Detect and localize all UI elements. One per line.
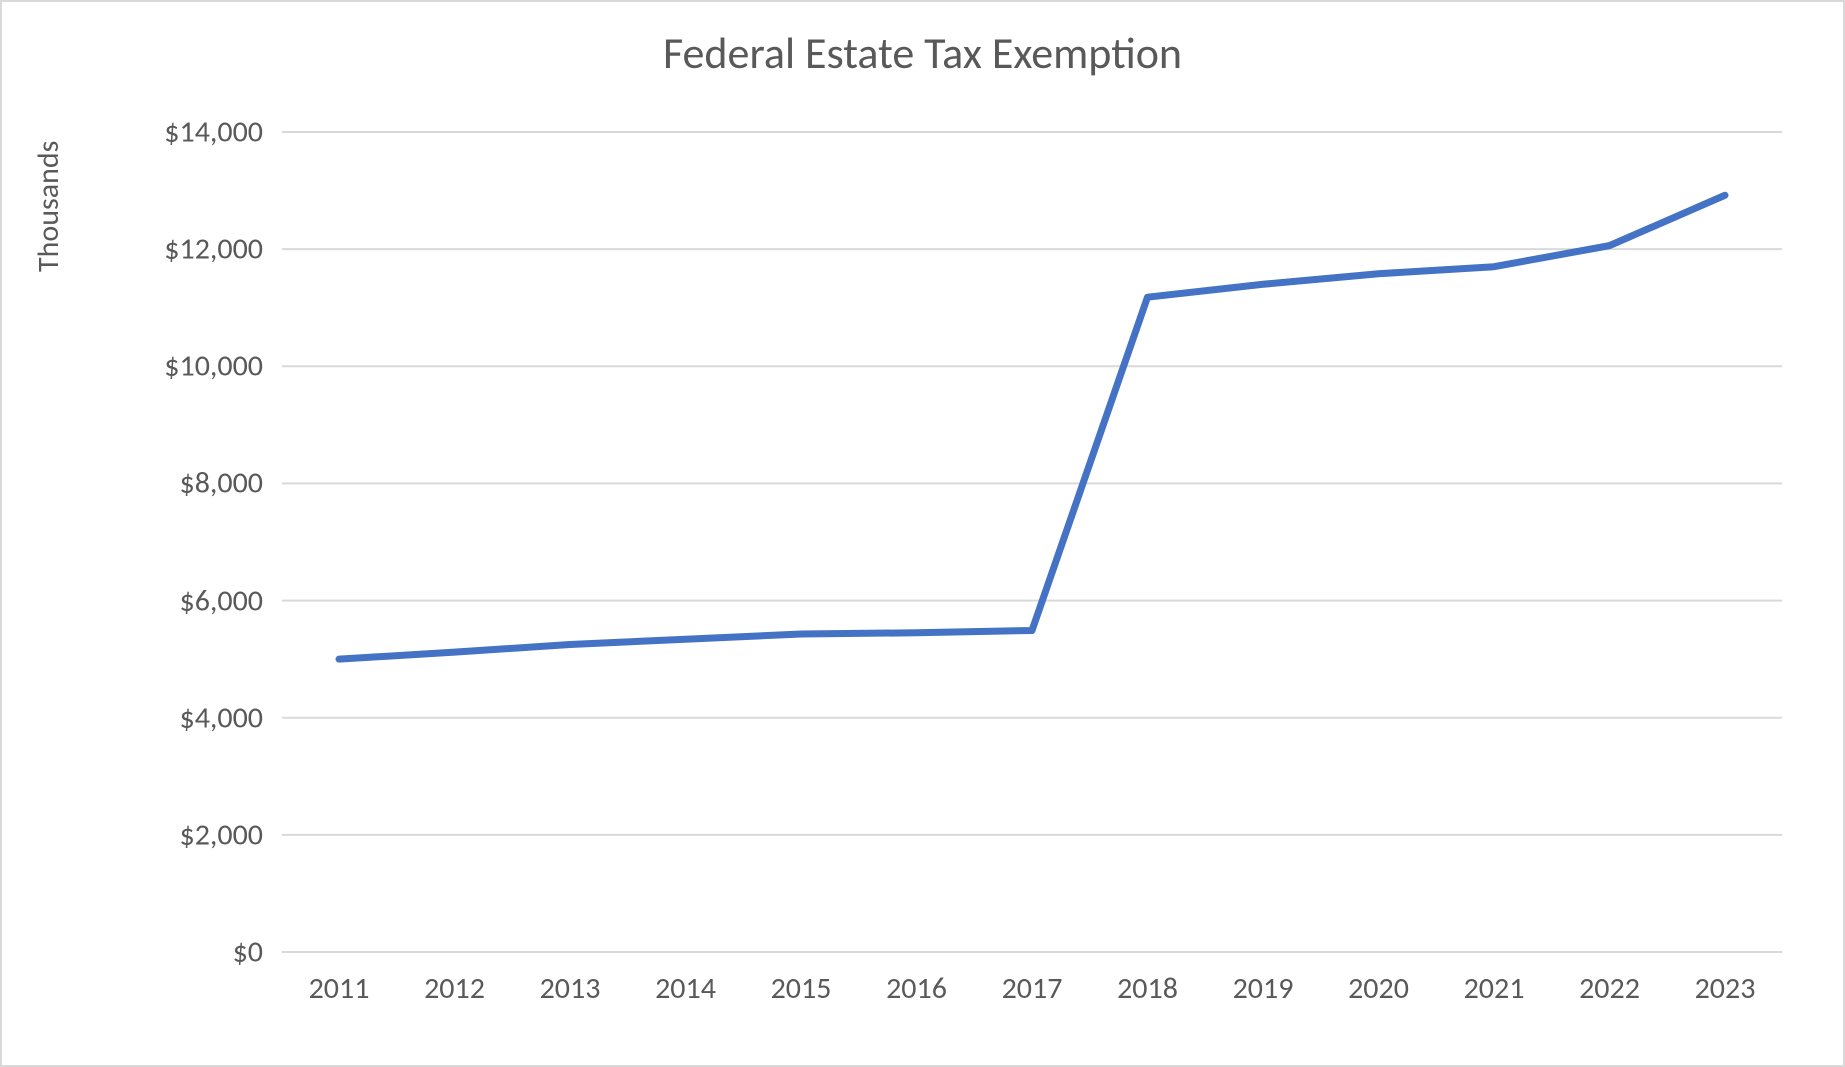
x-tick-label: 2021 [1444,970,1544,1007]
chart-title: Federal Estate Tax Exemption [2,26,1843,80]
x-tick-label: 2016 [867,970,967,1007]
x-tick-label: 2019 [1213,970,1313,1007]
x-tick-label: 2022 [1560,970,1660,1007]
x-tick-label: 2018 [1098,970,1198,1007]
y-tick-label: $6,000 [103,582,263,619]
y-tick-label: $12,000 [103,231,263,268]
y-tick-label: $8,000 [103,465,263,502]
x-tick-label: 2015 [751,970,851,1007]
y-axis-title: Thousands [30,141,67,272]
y-tick-label: $2,000 [103,816,263,853]
series-line [339,195,1725,659]
x-tick-label: 2023 [1675,970,1775,1007]
y-tick-label: $10,000 [103,348,263,385]
y-tick-label: $4,000 [103,699,263,736]
x-tick-label: 2013 [520,970,620,1007]
x-tick-label: 2017 [982,970,1082,1007]
y-tick-label: $14,000 [103,114,263,151]
plot-area [282,132,1782,952]
x-tick-label: 2012 [405,970,505,1007]
plot-svg [282,132,1782,952]
x-tick-label: 2011 [289,970,389,1007]
y-tick-label: $0 [103,934,263,971]
x-tick-label: 2020 [1329,970,1429,1007]
x-tick-label: 2014 [636,970,736,1007]
chart-container: Federal Estate Tax Exemption Thousands $… [0,0,1845,1067]
